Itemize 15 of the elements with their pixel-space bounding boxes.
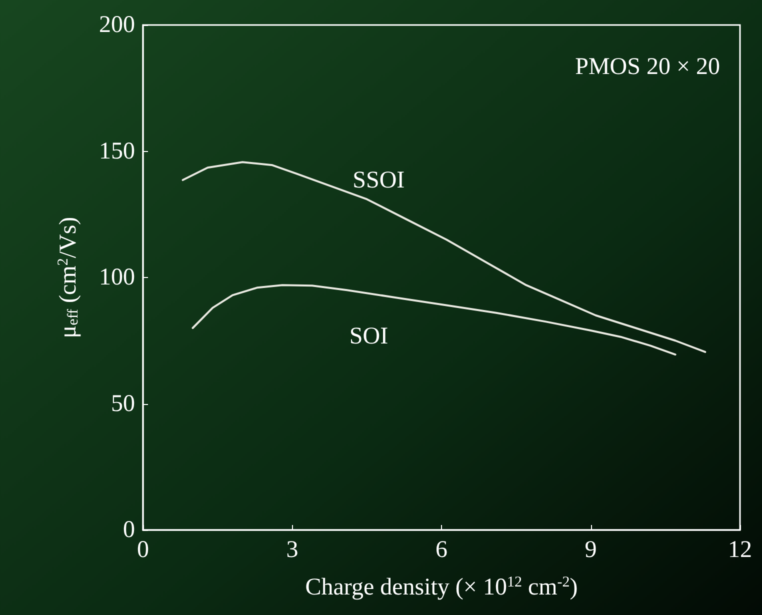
series-label: SOI (349, 324, 388, 350)
y-tick-label: 50 (111, 390, 135, 417)
y-tick-label: 0 (123, 517, 135, 543)
line-series (192, 284, 676, 356)
line-series (182, 161, 706, 353)
y-axis-title: μeff (cm2/Vs) (56, 216, 82, 338)
series-label: SSOI (352, 167, 405, 194)
x-tick-label: 3 (286, 537, 298, 563)
y-tick-label: 150 (99, 138, 135, 164)
y-tick-label: 200 (99, 12, 135, 38)
x-tick-label: 12 (728, 537, 752, 563)
annotation: PMOS 20 × 20 (575, 54, 720, 80)
x-tick-label: 9 (584, 537, 597, 563)
y-tick-label: 100 (99, 264, 135, 290)
x-tick-label: 6 (436, 537, 448, 563)
